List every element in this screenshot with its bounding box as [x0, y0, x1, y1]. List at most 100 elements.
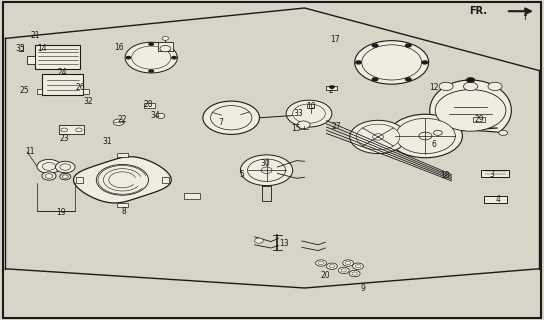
Circle shape — [113, 119, 124, 125]
Circle shape — [149, 43, 154, 46]
Text: 30: 30 — [261, 159, 270, 168]
Polygon shape — [326, 86, 337, 90]
Polygon shape — [484, 196, 507, 203]
Text: 31: 31 — [103, 137, 113, 146]
Circle shape — [160, 45, 171, 52]
Text: 24: 24 — [58, 68, 67, 77]
Circle shape — [293, 104, 325, 123]
Polygon shape — [76, 177, 83, 183]
Text: 10: 10 — [306, 102, 316, 111]
Circle shape — [61, 128, 67, 132]
Circle shape — [248, 159, 286, 181]
Text: 34: 34 — [150, 111, 160, 120]
Text: 27: 27 — [331, 122, 341, 131]
Circle shape — [499, 130, 508, 135]
Text: 8: 8 — [122, 207, 126, 216]
Circle shape — [203, 101, 259, 134]
Polygon shape — [35, 45, 80, 69]
Circle shape — [76, 128, 82, 132]
Circle shape — [353, 263, 363, 269]
Circle shape — [405, 77, 411, 81]
Circle shape — [162, 36, 169, 40]
Text: FR.: FR. — [469, 6, 487, 16]
Text: 14: 14 — [38, 44, 47, 53]
Circle shape — [466, 77, 475, 83]
Circle shape — [149, 69, 154, 73]
Circle shape — [329, 265, 335, 268]
Circle shape — [329, 85, 335, 89]
Circle shape — [395, 118, 455, 154]
Polygon shape — [59, 125, 84, 134]
Text: 21: 21 — [30, 31, 40, 40]
Circle shape — [349, 270, 360, 277]
Circle shape — [55, 161, 75, 173]
Circle shape — [341, 269, 347, 272]
Circle shape — [362, 45, 422, 80]
Text: 28: 28 — [143, 100, 153, 109]
Circle shape — [463, 82, 478, 91]
Circle shape — [42, 163, 55, 170]
Circle shape — [343, 260, 354, 266]
Circle shape — [60, 173, 71, 180]
Circle shape — [132, 46, 171, 69]
Circle shape — [37, 159, 61, 173]
Circle shape — [355, 41, 429, 84]
Circle shape — [316, 260, 326, 266]
Circle shape — [439, 82, 453, 91]
Circle shape — [318, 261, 324, 265]
Text: 35: 35 — [16, 44, 26, 53]
Polygon shape — [27, 56, 35, 64]
Polygon shape — [144, 103, 155, 108]
Polygon shape — [184, 193, 200, 199]
Polygon shape — [473, 117, 485, 122]
Circle shape — [355, 60, 362, 64]
Text: 26: 26 — [76, 83, 85, 92]
Circle shape — [326, 263, 337, 269]
Circle shape — [297, 121, 310, 129]
Text: 25: 25 — [20, 86, 29, 95]
Circle shape — [372, 44, 379, 47]
Circle shape — [62, 175, 69, 178]
Text: 13: 13 — [279, 239, 289, 248]
Polygon shape — [307, 104, 314, 108]
Text: 5: 5 — [240, 170, 244, 179]
Text: 33: 33 — [293, 109, 303, 118]
Circle shape — [125, 42, 177, 73]
Text: 29: 29 — [475, 115, 485, 124]
Circle shape — [350, 120, 406, 154]
Circle shape — [240, 155, 293, 186]
Polygon shape — [37, 89, 42, 94]
Circle shape — [352, 272, 357, 275]
Text: 11: 11 — [25, 148, 35, 156]
Polygon shape — [481, 170, 509, 177]
Polygon shape — [117, 153, 128, 157]
Polygon shape — [430, 80, 511, 132]
Text: 4: 4 — [496, 196, 500, 204]
Circle shape — [286, 100, 332, 127]
Text: 1: 1 — [523, 9, 527, 18]
Circle shape — [388, 114, 462, 158]
Polygon shape — [117, 203, 128, 207]
Text: 12: 12 — [429, 84, 439, 92]
Circle shape — [156, 113, 165, 118]
Text: 23: 23 — [59, 134, 69, 143]
Circle shape — [255, 238, 263, 243]
Polygon shape — [83, 89, 89, 94]
Circle shape — [45, 174, 53, 178]
Circle shape — [419, 132, 432, 140]
Circle shape — [338, 267, 349, 274]
Text: 2: 2 — [329, 86, 333, 95]
Circle shape — [42, 172, 56, 180]
Polygon shape — [42, 74, 83, 95]
Text: 22: 22 — [118, 116, 127, 124]
Circle shape — [211, 106, 252, 130]
Circle shape — [435, 90, 506, 131]
Circle shape — [422, 60, 428, 64]
Circle shape — [372, 77, 379, 81]
Text: 17: 17 — [330, 35, 339, 44]
Circle shape — [60, 164, 71, 170]
Circle shape — [355, 265, 361, 268]
Text: 7: 7 — [218, 118, 222, 127]
Circle shape — [126, 56, 131, 59]
Text: 9: 9 — [361, 284, 366, 293]
